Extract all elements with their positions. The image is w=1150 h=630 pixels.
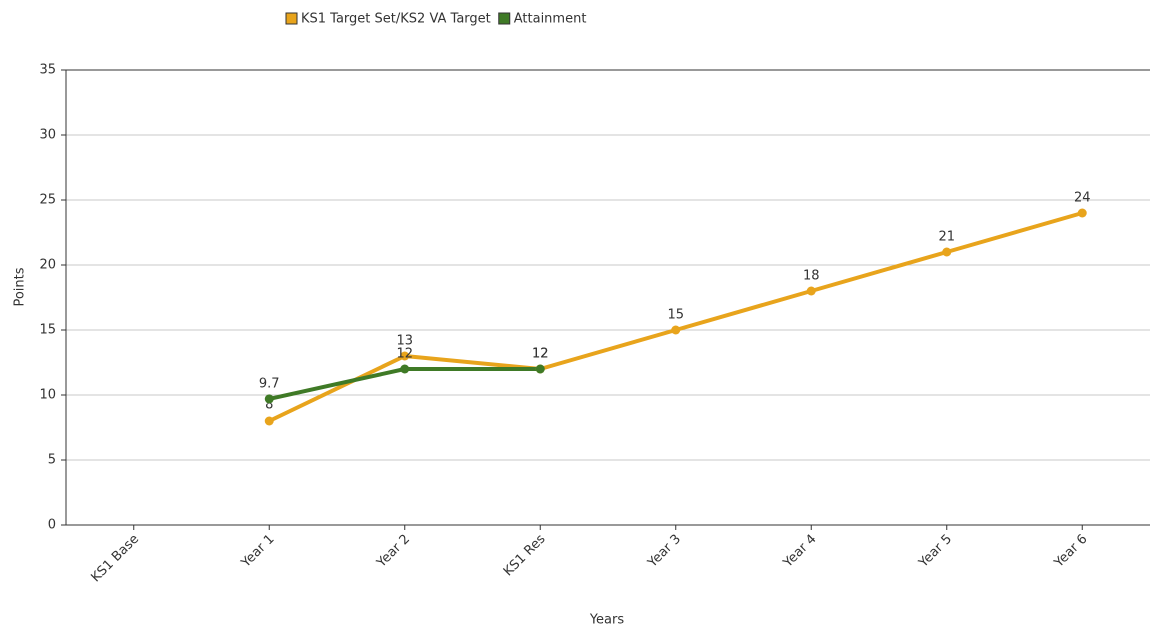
y-tick-label: 30	[39, 128, 56, 143]
x-tick-label: KS1 Base	[88, 532, 142, 586]
x-tick-label: Year 2	[373, 532, 413, 572]
y-tick-label: 20	[39, 258, 56, 273]
legend-swatch	[498, 12, 511, 25]
data-point	[400, 364, 410, 374]
x-axis-label: Years	[589, 613, 625, 628]
data-point	[535, 364, 545, 374]
data-label: 9.7	[259, 376, 280, 391]
y-tick-label: 10	[39, 388, 56, 403]
x-tick-label: Year 4	[780, 532, 820, 572]
data-label: 12	[396, 347, 413, 362]
data-label: 12	[532, 347, 549, 362]
legend-item[interactable]: KS1 Target Set/KS2 VA Target	[285, 12, 491, 27]
data-point	[942, 247, 952, 257]
legend-item[interactable]: Attainment	[498, 12, 587, 27]
x-tick-label: KS1 Res	[501, 532, 549, 580]
data-point	[1077, 208, 1087, 218]
x-tick-label: Year 3	[644, 532, 684, 572]
data-point	[671, 325, 681, 335]
legend-label: KS1 Target Set/KS2 VA Target	[301, 12, 491, 27]
legend-label: Attainment	[514, 12, 587, 27]
data-label: 15	[667, 308, 684, 323]
y-axis-label: Points	[13, 267, 28, 306]
data-label: 21	[938, 230, 955, 245]
data-point	[264, 416, 274, 426]
y-tick-label: 0	[48, 518, 56, 533]
x-tick-label: Year 1	[238, 532, 278, 572]
data-label: 24	[1074, 191, 1091, 206]
x-tick-label: Year 6	[1051, 532, 1091, 572]
data-label: 12	[532, 347, 549, 362]
data-label: 13	[396, 334, 413, 349]
data-point	[400, 351, 410, 361]
y-tick-label: 15	[39, 323, 56, 338]
data-point	[806, 286, 816, 296]
y-tick-label: 25	[39, 193, 56, 208]
data-label: 8	[265, 398, 273, 413]
x-tick-label: Year 5	[915, 532, 955, 572]
legend-swatch	[285, 12, 298, 25]
data-point	[264, 394, 274, 404]
y-tick-label: 35	[39, 63, 56, 78]
y-tick-label: 5	[48, 453, 56, 468]
data-label: 18	[803, 269, 820, 284]
